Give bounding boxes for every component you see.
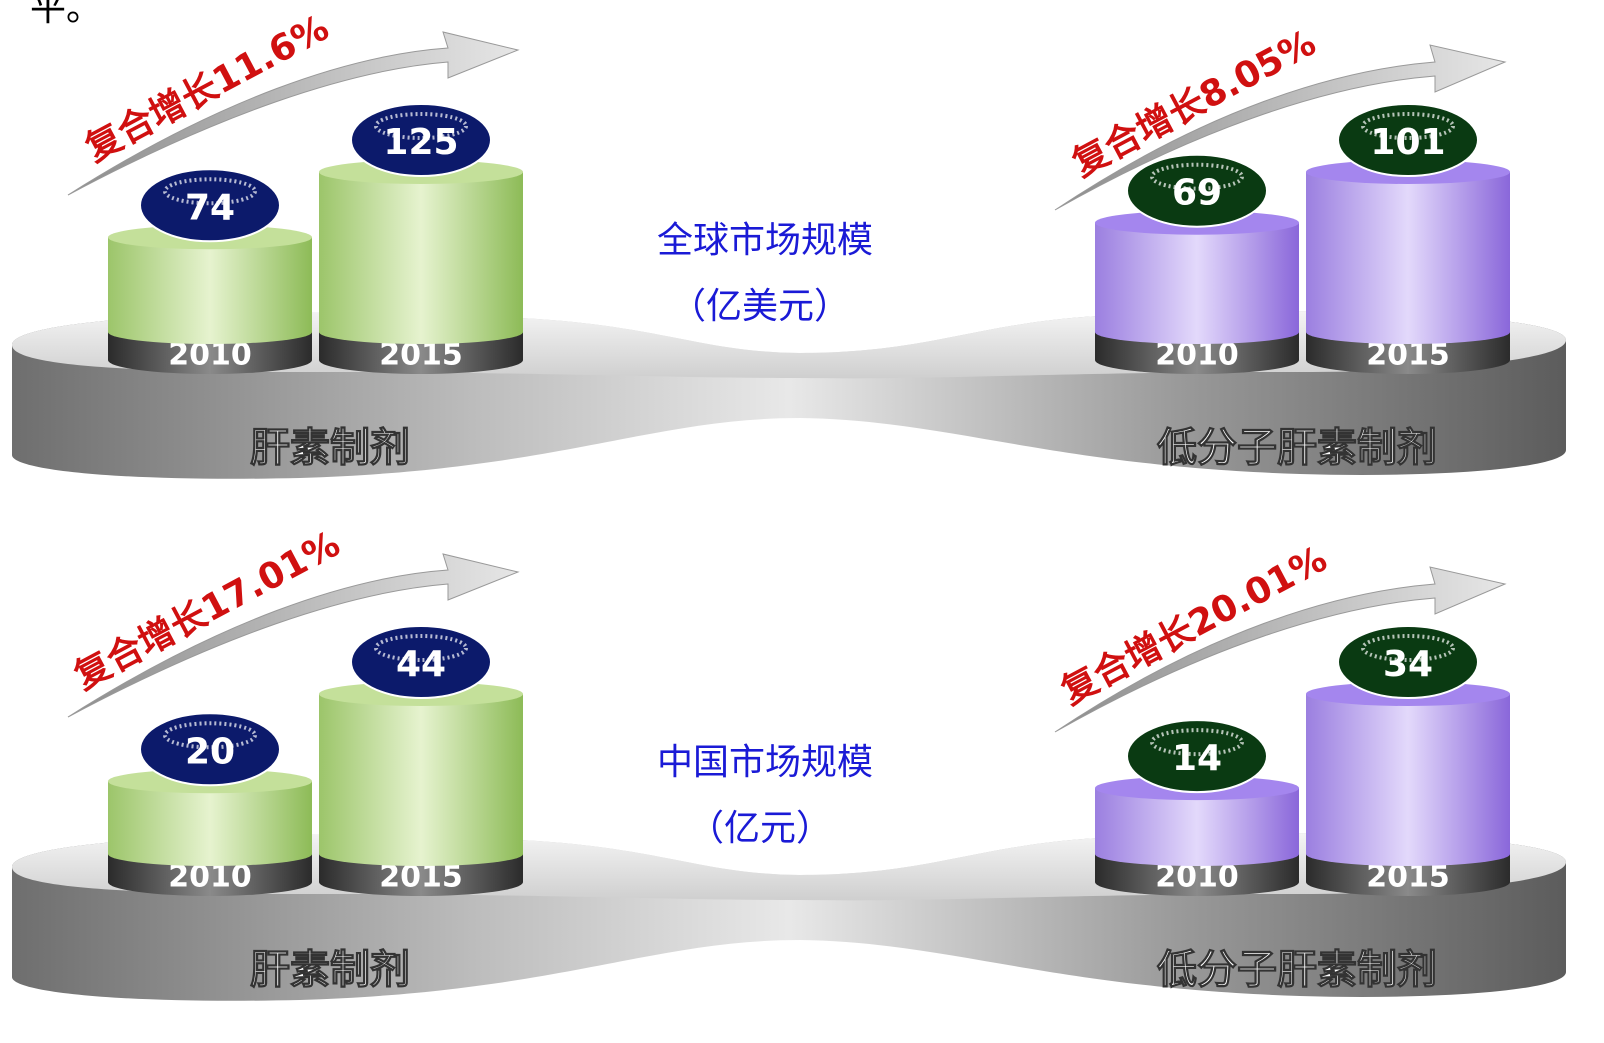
cylinder xyxy=(1306,694,1510,866)
category-label: 低分子肝素制剂 xyxy=(1157,947,1437,993)
growth-arrow xyxy=(1054,44,1507,211)
cylinder xyxy=(108,237,312,344)
badge-dots xyxy=(1361,112,1455,140)
value-label: 20 xyxy=(185,731,235,772)
value-label: 101 xyxy=(1370,122,1445,163)
badge-dots xyxy=(1361,634,1455,662)
cylinder xyxy=(319,172,523,344)
panel-title: 中国市场规模 xyxy=(657,742,873,783)
value-label: 69 xyxy=(1172,173,1222,214)
panel-unit: （亿美元） xyxy=(670,286,850,327)
badge-dots xyxy=(1150,162,1244,191)
value-label: 44 xyxy=(396,644,446,685)
value-label: 74 xyxy=(185,187,235,228)
growth-arrow xyxy=(67,553,520,718)
cylinder xyxy=(1306,172,1510,344)
value-badge xyxy=(139,712,281,787)
badge-dots xyxy=(163,177,257,206)
value-badge xyxy=(1337,103,1479,177)
category-label: 肝素制剂 xyxy=(250,425,410,471)
top-text: 平。 xyxy=(30,0,102,29)
cylinder xyxy=(108,781,312,866)
cylinder-base xyxy=(319,332,523,374)
category-label: 低分子肝素制剂 xyxy=(1157,425,1437,471)
value-badge xyxy=(139,168,281,243)
cylinder-base xyxy=(1306,854,1510,896)
badge-dots xyxy=(1150,728,1244,757)
cylinder xyxy=(319,694,523,866)
cylinder xyxy=(1095,222,1299,344)
cylinder xyxy=(1095,788,1299,866)
cylinder-base xyxy=(108,332,312,374)
cylinder-base xyxy=(1306,332,1510,374)
value-badge xyxy=(1337,625,1479,699)
panel-unit: （亿元） xyxy=(688,808,832,849)
category-label: 肝素制剂 xyxy=(250,947,410,993)
panel-title: 全球市场规模 xyxy=(657,220,873,261)
badge-dots xyxy=(374,634,468,662)
value-badge xyxy=(1126,153,1268,228)
value-badge xyxy=(350,625,492,699)
cylinder-base xyxy=(108,854,312,896)
growth-arrow xyxy=(1054,566,1507,733)
value-badge xyxy=(350,103,492,177)
value-badge xyxy=(1126,719,1268,794)
growth-arrow xyxy=(67,31,520,196)
cylinder-base xyxy=(1095,854,1299,896)
cylinder-base xyxy=(1095,332,1299,374)
value-label: 125 xyxy=(383,122,458,163)
value-label: 14 xyxy=(1172,738,1222,779)
cylinder-base xyxy=(319,854,523,896)
value-label: 34 xyxy=(1383,644,1433,685)
badge-dots xyxy=(374,112,468,140)
